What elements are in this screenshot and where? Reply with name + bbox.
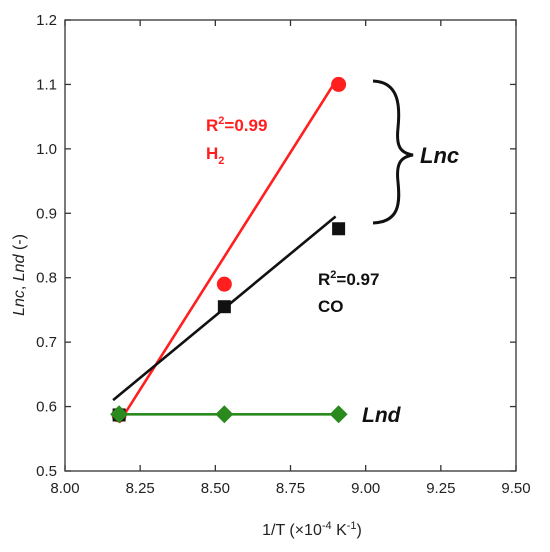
y-tick-label: 0.9 bbox=[36, 205, 57, 222]
y-axis-title: Lnc, Lnd (-) bbox=[11, 234, 28, 316]
point-diamond bbox=[329, 405, 348, 424]
h2-series-label: H2 bbox=[206, 144, 224, 167]
co-r2-annotation: R2=0.97 bbox=[318, 269, 379, 289]
x-tick-label: 8.00 bbox=[50, 480, 79, 497]
point-square bbox=[217, 300, 231, 314]
point-circle bbox=[331, 76, 347, 92]
x-axis-title: 1/T (×10-4 K-1) bbox=[262, 520, 362, 539]
y-tick-label: 1.0 bbox=[36, 141, 57, 158]
x-tick-label: 8.75 bbox=[276, 480, 305, 497]
x-tick-label: 9.00 bbox=[351, 480, 380, 497]
h2-r2-annotation: R2=0.99 bbox=[206, 115, 267, 135]
y-tick-label: 1.1 bbox=[36, 76, 57, 93]
y-tick-label: 0.6 bbox=[36, 399, 57, 416]
markers bbox=[110, 76, 348, 424]
lnc-label: Lnc bbox=[420, 143, 459, 168]
co-series-label: CO bbox=[318, 297, 344, 316]
point-diamond bbox=[215, 405, 234, 424]
curly-brace bbox=[372, 79, 414, 225]
y-tick-label: 1.2 bbox=[36, 12, 57, 29]
x-tick-label: 9.50 bbox=[501, 480, 530, 497]
x-tick-label: 9.25 bbox=[426, 480, 455, 497]
ticks: 8.00 8.25 8.50 8.75 9.00 9.25 9.50 0.5 0.6 0.7 0.8… bbox=[36, 12, 530, 497]
y-tick-label: 0.5 bbox=[36, 463, 57, 480]
lnd-label: Lnd bbox=[362, 404, 402, 427]
x-tick-label: 8.50 bbox=[201, 480, 230, 497]
point-square bbox=[332, 222, 346, 236]
y-tick-label: 0.8 bbox=[36, 270, 57, 287]
y-tick-label: 0.7 bbox=[36, 334, 57, 351]
point-circle bbox=[216, 276, 232, 292]
x-tick-label: 8.25 bbox=[126, 480, 155, 497]
point-diamond bbox=[110, 405, 129, 424]
